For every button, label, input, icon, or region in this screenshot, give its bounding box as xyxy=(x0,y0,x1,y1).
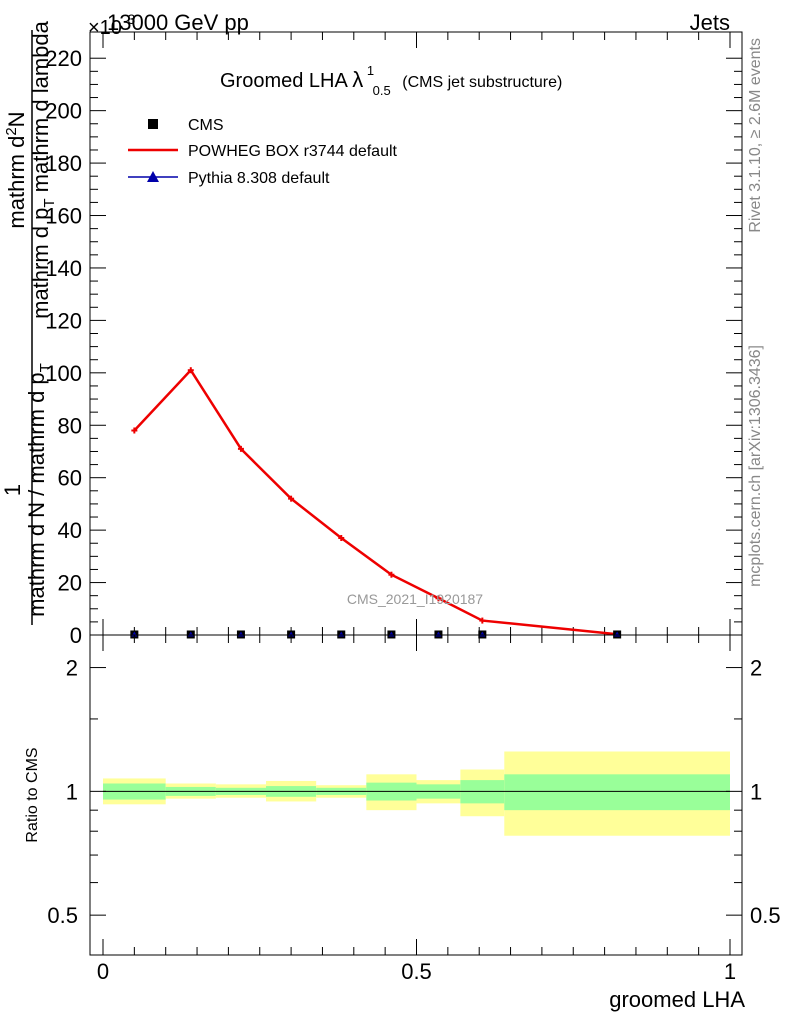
x-tick-label: 0 xyxy=(97,959,109,984)
y-tick-label: 40 xyxy=(58,518,82,543)
legend-marker-pythia xyxy=(147,171,159,182)
y-axis-inv-num: 1 xyxy=(0,484,25,496)
ratio-band-inner xyxy=(504,774,730,811)
x-tick-label: 1 xyxy=(724,959,736,984)
y-exponent-base: ×10 xyxy=(88,17,122,39)
plot-title: Groomed LHA λ 1 0.5 (CMS jet substructur… xyxy=(220,58,562,100)
ratio-frame xyxy=(89,634,743,956)
y-axis-inv-den: mathrm d N / mathrm d pT xyxy=(24,363,54,617)
legend-label: Pythia 8.308 default xyxy=(188,170,330,187)
y-tick-label: 120 xyxy=(45,308,82,333)
header-right: Jets xyxy=(690,10,730,35)
plot-title-sub: 0.5 xyxy=(373,83,391,98)
side-rivet-label: Rivet 3.1.10, ≥ 2.6M events xyxy=(747,38,764,233)
ratio-y-tick-label-right: 0.5 xyxy=(750,903,781,928)
ratio-y-tick-label: 0.5 xyxy=(47,903,78,928)
ratio-bands xyxy=(103,751,730,836)
y-axis-inv-den-text: mathrm d N / mathrm d p xyxy=(24,372,49,617)
y-tick-label: 80 xyxy=(58,413,82,438)
analysis-watermark: CMS_2021_I1920187 xyxy=(347,591,483,607)
y-axis-frac-den-sub: T xyxy=(41,198,58,207)
plot-title-lambda: λ xyxy=(352,67,363,92)
y-tick-label: 60 xyxy=(58,466,82,491)
y-axis-frac-num-sup: 2 xyxy=(3,127,20,135)
y-tick-label: 200 xyxy=(45,99,82,124)
legend: CMS POWHEG BOX r3744 default Pythia 8.308 … xyxy=(128,117,398,187)
plot-title-note: (CMS jet substructure) xyxy=(402,74,562,91)
ratio-y-tick-label: 1 xyxy=(66,779,78,804)
header-left: 13000 GeV pp xyxy=(107,10,249,35)
plot-title-main: Groomed LHA xyxy=(220,70,348,92)
y-tick-label: 0 xyxy=(70,623,82,648)
ratio-y-tick-label-right: 2 xyxy=(750,656,762,681)
y-exponent-power: 3 xyxy=(128,11,136,27)
legend-label: CMS xyxy=(188,117,224,134)
y-tick-label: 20 xyxy=(58,571,82,596)
x-axis-label: groomed LHA xyxy=(609,987,745,1012)
plot-title-sup: 1 xyxy=(367,63,374,78)
legend-label: POWHEG BOX r3744 default xyxy=(188,143,398,160)
side-mcplots-label: mcplots.cern.ch [arXiv:1306.3436] xyxy=(747,345,764,587)
y-axis-inv-den-sub: T xyxy=(37,363,54,372)
y-exponent: ×10 3 xyxy=(88,11,136,39)
y-axis-frac-num-end: N xyxy=(4,111,29,127)
ratio-y-tick-label: 2 xyxy=(66,656,78,681)
ratio-ticks: 0.5 0.5 1 1 2 2 0 0.5 1 xyxy=(47,635,781,984)
y-tick-label: 160 xyxy=(45,204,82,229)
y-tick-label: 220 xyxy=(45,46,82,71)
ratio-y-axis-label: Ratio to CMS xyxy=(24,747,41,842)
ratio-y-tick-label-right: 1 xyxy=(750,779,762,804)
y-tick-label: 100 xyxy=(45,361,82,386)
y-axis-label: 1 mathrm d N / mathrm d pT mathrm d2N ma… xyxy=(0,20,58,625)
y-tick-label: 180 xyxy=(45,151,82,176)
legend-marker-cms xyxy=(148,119,158,129)
x-tick-label: 0.5 xyxy=(401,959,432,984)
ratio-plot: 0.5 0.5 1 1 2 2 0 0.5 1 xyxy=(47,634,781,984)
y-axis-frac-num-text: mathrm d xyxy=(4,136,29,229)
y-tick-label: 140 xyxy=(45,256,82,281)
y-axis-frac-num: mathrm d2N xyxy=(3,111,29,228)
